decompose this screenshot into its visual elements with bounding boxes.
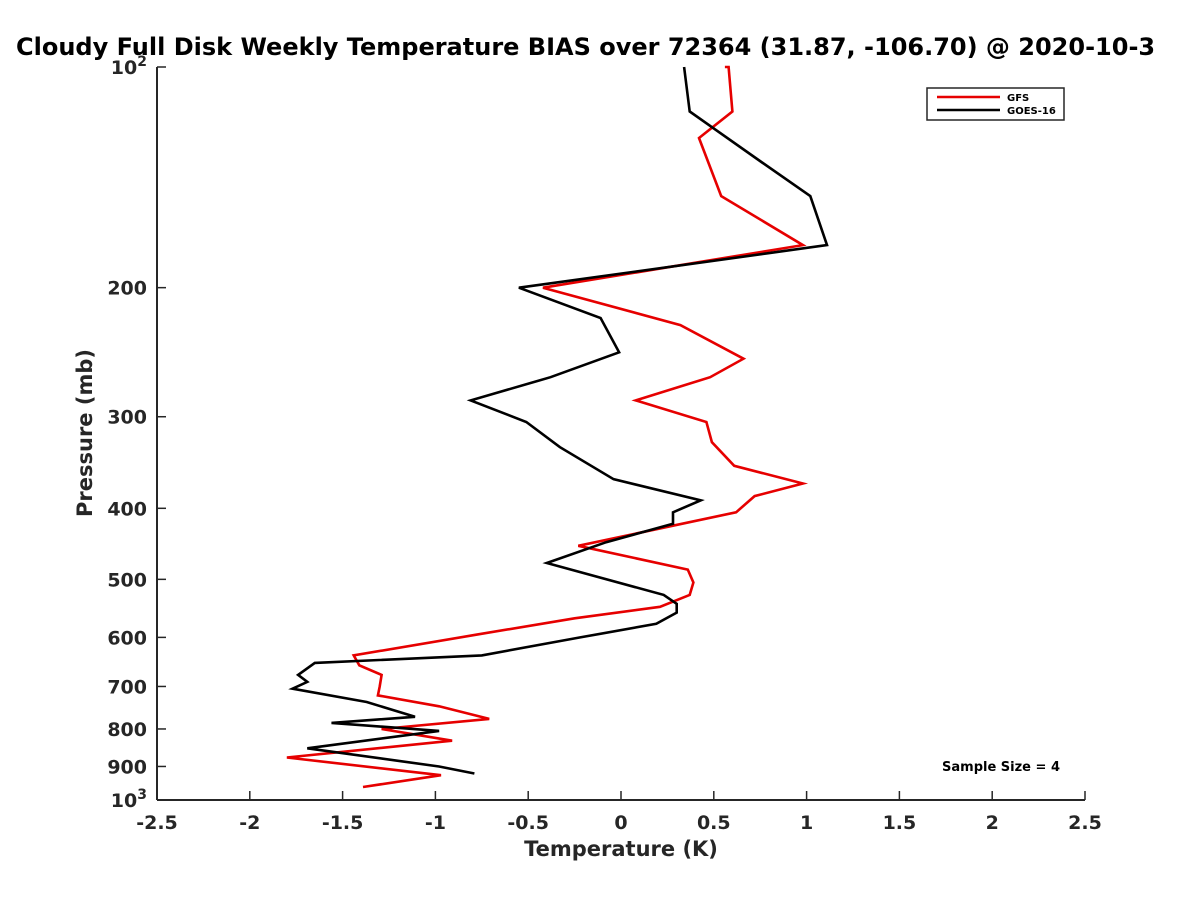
legend-label-goes16: GOES-16 bbox=[1007, 106, 1056, 117]
sample-size-annotation: Sample Size = 4 bbox=[942, 760, 1060, 775]
x-tick-label: -1.5 bbox=[322, 812, 364, 834]
x-tick-label: -0.5 bbox=[507, 812, 549, 834]
legend-label-gfs: GFS bbox=[1007, 93, 1029, 104]
chart-title: Cloudy Full Disk Weekly Temperature BIAS… bbox=[16, 33, 1155, 61]
legend: GFS GOES-16 bbox=[926, 87, 1065, 121]
x-tick-label: 1.5 bbox=[883, 812, 917, 834]
y-tick-label: 103 bbox=[111, 787, 147, 812]
y-tick-label: 700 bbox=[107, 676, 147, 698]
y-tick-label: 400 bbox=[107, 498, 147, 520]
y-tick-label: 300 bbox=[107, 407, 147, 429]
x-tick-label: -1 bbox=[425, 812, 446, 834]
y-axis-label: Pressure (mb) bbox=[73, 349, 97, 517]
y-axis-ticks: 102 200 300 400 500 600 700 800 900 103 bbox=[107, 54, 166, 812]
x-tick-label: -2.5 bbox=[136, 812, 178, 834]
y-tick-label: 200 bbox=[107, 278, 147, 300]
x-tick-label: 2 bbox=[986, 812, 999, 834]
y-tick-label: 800 bbox=[107, 719, 147, 741]
plot-area: -2.5 -2 -1.5 -1 -0.5 0 0.5 1 1.5 2 2.5 102 200 300 40… bbox=[107, 54, 1102, 834]
x-tick-label: 0.5 bbox=[697, 812, 731, 834]
x-axis-ticks: -2.5 -2 -1.5 -1 -0.5 0 0.5 1 1.5 2 2.5 bbox=[136, 791, 1102, 834]
x-tick-label: -2 bbox=[239, 812, 260, 834]
x-tick-label: 0 bbox=[614, 812, 627, 834]
x-tick-label: 1 bbox=[800, 812, 813, 834]
series-line-goes16 bbox=[288, 66, 829, 775]
legend-box bbox=[926, 87, 1065, 121]
y-tick-label: 900 bbox=[107, 756, 147, 778]
y-tick-label: 500 bbox=[107, 569, 147, 591]
x-tick-label: 2.5 bbox=[1068, 812, 1102, 834]
y-tick-label: 102 bbox=[111, 54, 147, 79]
y-tick-label: 600 bbox=[107, 627, 147, 649]
x-axis-label: Temperature (K) bbox=[524, 837, 718, 861]
series-line-gfs bbox=[286, 65, 809, 789]
series-lines bbox=[286, 65, 829, 789]
